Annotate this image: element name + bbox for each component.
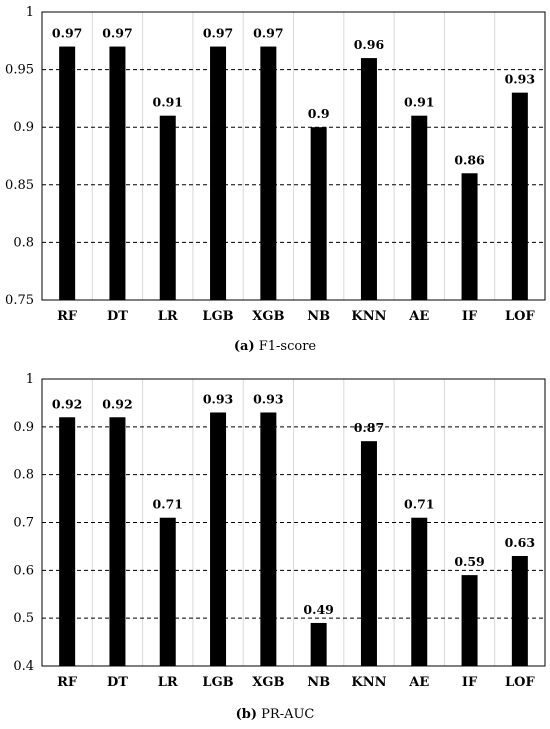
prauc-bar-dt [109, 417, 126, 666]
f1-ytick-label-1: 0.8 [13, 235, 34, 250]
prauc-category-label-lr: LR [158, 675, 178, 690]
prauc-ytick-label-0: 0.4 [13, 659, 34, 674]
prauc-data-label-if: 0.59 [454, 554, 484, 569]
prauc-category-label-xgb: XGB [252, 675, 284, 690]
f1-category-label-lof: LOF [505, 309, 535, 324]
f1-data-label-lof: 0.93 [505, 72, 535, 87]
f1-bar-nb [310, 127, 327, 300]
prauc-category-label-rf: RF [57, 675, 78, 690]
prauc-bar-rf [59, 417, 76, 666]
f1-ytick-label-5: 1 [26, 5, 34, 20]
f1-bar-ae [411, 115, 428, 301]
f1-category-label-ae: AE [408, 309, 429, 324]
f1-bar-lgb [210, 46, 227, 301]
prauc-bar-nb [310, 622, 327, 666]
caption-f1-letter: (a) [233, 339, 255, 354]
caption-f1-text: F1-score [258, 339, 317, 354]
f1-category-label-if: IF [462, 309, 478, 324]
prauc-data-label-rf: 0.92 [52, 396, 82, 411]
f1-data-label-rf: 0.97 [52, 26, 82, 41]
prauc-ytick-label-2: 0.6 [13, 563, 34, 578]
f1-ytick-label-3: 0.9 [13, 120, 34, 135]
prauc-ytick-label-1: 0.5 [13, 611, 34, 626]
f1-category-label-nb: NB [307, 309, 330, 324]
f1-data-label-dt: 0.97 [102, 26, 132, 41]
prauc-category-label-lof: LOF [505, 675, 535, 690]
f1-bar-if [461, 173, 478, 300]
prauc-data-label-lr: 0.71 [153, 497, 183, 512]
prauc-category-label-nb: NB [307, 675, 330, 690]
f1-bar-dt [109, 46, 126, 301]
prauc-category-label-dt: DT [107, 675, 128, 690]
pr-auc-bar-chart: 0.4 0.5 0.6 0.7 0.8 0.9 1 0.92 RF 0.92 DT 0.71 LR 0.9… [13, 372, 546, 690]
f1-plot-frame [41, 11, 546, 301]
f1-bar-xgb [260, 46, 277, 301]
prauc-category-label-knn: KNN [351, 675, 386, 690]
prauc-bar-knn [360, 441, 377, 666]
f1-bar-lof [511, 92, 528, 300]
prauc-data-label-lgb: 0.93 [203, 391, 233, 406]
f1-bar-knn [360, 58, 377, 300]
prauc-ytick-label-5: 0.9 [13, 420, 34, 435]
f1-score-bar-chart: 0.75 0.8 0.85 0.9 0.95 1 0.97 RF 0.97 DT 0.91 LR 0.9… [5, 5, 546, 324]
f1-data-label-ae: 0.91 [404, 95, 434, 110]
f1-category-label-xgb: XGB [252, 309, 284, 324]
f1-ytick-label-2: 0.85 [5, 178, 34, 193]
f1-category-label-dt: DT [107, 309, 128, 324]
f1-category-label-rf: RF [57, 309, 78, 324]
f1-data-label-if: 0.86 [454, 152, 485, 167]
chart-panel-prauc: 0.4 0.5 0.6 0.7 0.8 0.9 1 0.92 RF 0.92 DT 0.71 LR 0.9… [0, 365, 550, 729]
prauc-category-label-lgb: LGB [202, 675, 233, 690]
prauc-category-label-ae: AE [408, 675, 429, 690]
prauc-data-label-dt: 0.92 [102, 396, 132, 411]
prauc-category-label-if: IF [462, 675, 478, 690]
f1-data-label-lgb: 0.97 [203, 26, 233, 41]
f1-category-label-lgb: LGB [202, 309, 233, 324]
prauc-bar-lgb [210, 412, 227, 666]
prauc-data-label-knn: 0.87 [354, 420, 384, 435]
prauc-plot-frame [41, 378, 546, 667]
caption-prauc-letter: (b) [235, 707, 258, 722]
prauc-bar-lof [511, 555, 528, 666]
f1-category-label-knn: KNN [351, 309, 386, 324]
f1-ytick-label-0: 0.75 [5, 293, 34, 308]
caption-prauc: (b) PR-AUC [0, 707, 550, 722]
f1-bar-lr [159, 115, 176, 301]
prauc-ytick-label-4: 0.8 [13, 468, 34, 483]
prauc-data-label-ae: 0.71 [404, 497, 434, 512]
f1-data-label-lr: 0.91 [153, 95, 183, 110]
prauc-ytick-label-6: 1 [26, 372, 34, 387]
f1-category-label-lr: LR [158, 309, 178, 324]
prauc-bar-ae [411, 517, 428, 666]
chart-panel-f1: 0.75 0.8 0.85 0.9 0.95 1 0.97 RF 0.97 DT 0.91 LR 0.9… [0, 5, 550, 354]
f1-data-label-nb: 0.9 [308, 106, 330, 121]
caption-f1: (a) F1-score [0, 339, 550, 354]
prauc-data-label-lof: 0.63 [505, 535, 535, 550]
f1-ytick-label-4: 0.95 [5, 63, 34, 78]
prauc-data-label-xgb: 0.93 [253, 391, 283, 406]
f1-bar-rf [59, 46, 76, 301]
caption-prauc-text: PR-AUC [261, 707, 315, 722]
prauc-data-label-nb: 0.49 [303, 602, 333, 617]
prauc-ytick-label-3: 0.7 [13, 516, 34, 531]
f1-data-label-knn: 0.96 [354, 37, 385, 52]
prauc-bar-lr [159, 517, 176, 666]
f1-data-label-xgb: 0.97 [253, 26, 283, 41]
prauc-bar-if [461, 575, 478, 666]
prauc-bar-xgb [260, 412, 277, 666]
